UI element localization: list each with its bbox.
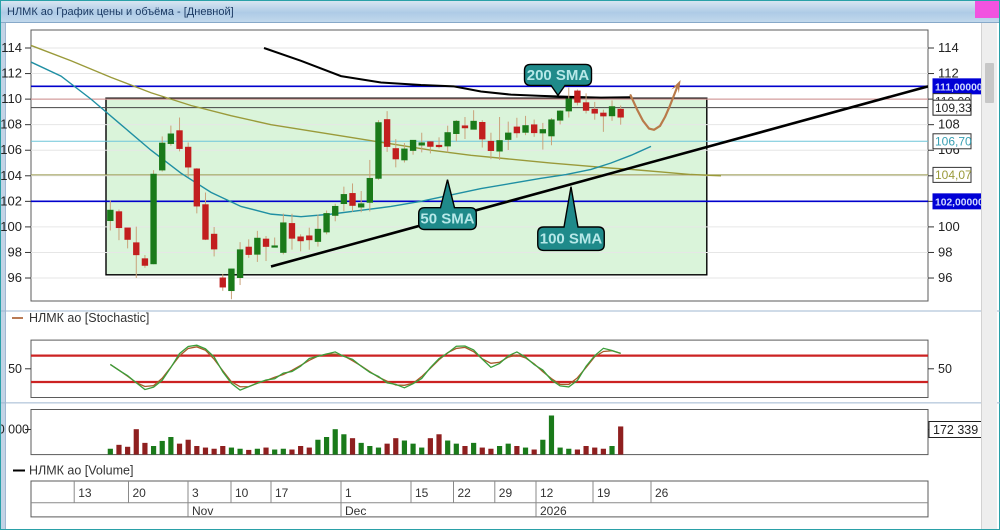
svg-text:102,00000: 102,00000	[935, 198, 984, 209]
svg-text:100: 100	[938, 219, 960, 234]
svg-text:Dec: Dec	[345, 504, 366, 518]
svg-text:50: 50	[8, 362, 22, 376]
svg-text:20: 20	[133, 486, 147, 500]
svg-text:12: 12	[540, 486, 554, 500]
svg-text:200 SMA: 200 SMA	[527, 67, 590, 84]
svg-text:15: 15	[415, 486, 429, 500]
svg-text:96: 96	[8, 270, 22, 285]
svg-text:108: 108	[938, 117, 960, 132]
svg-text:106: 106	[1, 142, 22, 157]
svg-text:1: 1	[345, 486, 352, 500]
svg-text:100 SMA: 100 SMA	[540, 231, 603, 248]
svg-text:Nov: Nov	[192, 504, 213, 518]
svg-text:НЛМК ао [Volume]: НЛМК ао [Volume]	[29, 464, 133, 478]
svg-text:109,33: 109,33	[935, 101, 972, 115]
svg-text:22: 22	[458, 486, 472, 500]
svg-text:172 339: 172 339	[933, 423, 978, 437]
svg-text:НЛМК ао [Stochastic]: НЛМК ао [Stochastic]	[29, 311, 149, 325]
svg-text:111,00000: 111,00000	[935, 83, 983, 94]
svg-text:114: 114	[938, 40, 959, 55]
svg-text:3: 3	[192, 486, 199, 500]
svg-text:19: 19	[597, 486, 611, 500]
svg-text:17: 17	[275, 486, 289, 500]
svg-text:98: 98	[938, 244, 952, 259]
svg-text:29: 29	[499, 486, 513, 500]
svg-text:2026: 2026	[540, 504, 567, 518]
svg-text:112: 112	[1, 66, 22, 81]
svg-text:13: 13	[78, 486, 92, 500]
svg-text:26: 26	[655, 486, 669, 500]
svg-text:108: 108	[1, 117, 22, 132]
svg-text:50: 50	[938, 362, 952, 376]
svg-text:110: 110	[1, 91, 22, 106]
svg-text:98: 98	[8, 244, 22, 259]
svg-text:10: 10	[235, 486, 249, 500]
svg-text:112: 112	[938, 66, 959, 81]
svg-text:100: 100	[1, 219, 22, 234]
svg-text:50 SMA: 50 SMA	[420, 211, 474, 228]
svg-text:104: 104	[1, 168, 22, 183]
svg-text:1 000 000: 1 000 000	[1, 422, 29, 436]
svg-text:114: 114	[1, 40, 22, 55]
svg-text:96: 96	[938, 270, 952, 285]
svg-text:102: 102	[1, 193, 22, 208]
svg-text:104,07: 104,07	[935, 168, 972, 182]
svg-text:106,70: 106,70	[935, 134, 972, 148]
